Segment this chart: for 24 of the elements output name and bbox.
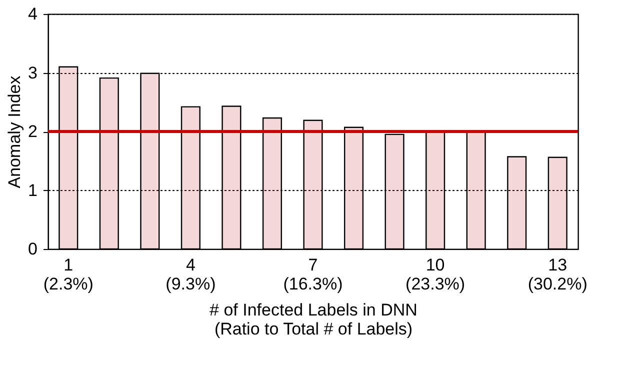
y-axis-title: Anomaly Index [5,75,24,188]
x-tick-label: 7 (16.3%) [283,256,343,294]
x-tick-label: 13 (30.2%) [528,256,588,294]
bar [384,134,404,250]
bar [466,131,486,250]
bar [180,106,200,250]
y-tick-label: 3 [28,63,38,82]
bar [344,126,364,250]
bar [140,72,160,250]
bar [58,66,78,250]
bar [222,106,242,250]
y-tick-label: 4 [28,4,38,24]
x-tick-label: 4 (9.3%) [166,256,216,294]
bar [99,77,119,250]
y-tick-label: 2 [28,122,38,141]
y-tick-label: 0 [28,240,38,258]
y-tick-label: 1 [28,180,38,200]
x-tick-label: 1 (2.3%) [43,256,94,294]
bar [507,156,527,250]
bar [262,117,282,250]
x-tick-label: 10 (23.3%) [406,256,466,294]
x-axis-title: # of Infected Labels in DNN (Ratio to Total # of Labels) [210,300,418,338]
bar [548,156,568,250]
bar [303,120,323,250]
